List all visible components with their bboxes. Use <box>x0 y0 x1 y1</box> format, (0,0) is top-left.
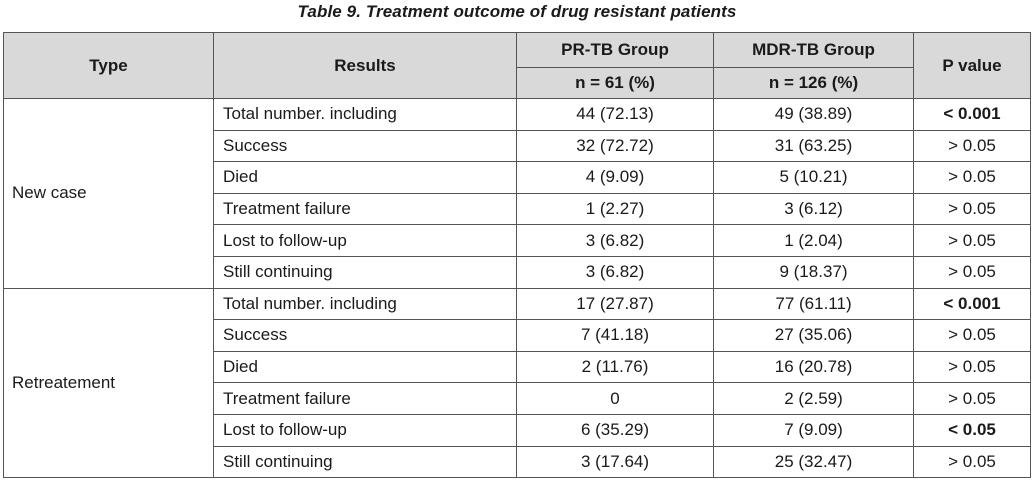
mdr-value-cell: 16 (20.78) <box>713 350 914 384</box>
result-cell: Still continuing <box>213 255 517 289</box>
mdr-value-cell: 77 (61.11) <box>713 287 914 321</box>
header-mdr-n: n = 126 (%) <box>713 67 914 99</box>
table-row: Still continuing 3 (6.82) 9 (18.37) > 0.05 <box>4 255 1031 289</box>
result-cell: Treatment failure <box>213 382 517 415</box>
result-cell: Treatment failure <box>213 192 517 226</box>
pr-value-cell: 7 (41.18) <box>516 319 714 352</box>
p-value-cell: > 0.05 <box>913 129 1031 163</box>
result-cell: Still continuing <box>213 445 517 479</box>
pr-value-cell: 32 (72.72) <box>516 129 714 163</box>
pr-value-cell: 3 (17.64) <box>516 445 714 479</box>
p-value-cell: > 0.05 <box>913 192 1031 226</box>
p-value-cell: > 0.05 <box>913 224 1031 257</box>
mdr-value-cell: 49 (38.89) <box>713 98 914 131</box>
pr-value-cell: 1 (2.27) <box>516 192 714 226</box>
pr-value-cell: 2 (11.76) <box>516 350 714 384</box>
table-row: Success 32 (72.72) 31 (63.25) > 0.05 <box>4 129 1031 163</box>
pr-value-cell: 44 (72.13) <box>516 98 714 131</box>
pr-value-cell: 3 (6.82) <box>516 224 714 257</box>
table-header: Type Results PR-TB Group MDR-TB Group P … <box>3 32 1031 99</box>
result-cell: Success <box>213 129 517 163</box>
result-cell: Total number. including <box>213 98 517 131</box>
pr-value-cell: 0 <box>516 382 714 415</box>
p-value-cell: < 0.001 <box>913 98 1031 131</box>
pr-value-cell: 3 (6.82) <box>516 255 714 289</box>
p-value-cell: < 0.001 <box>913 287 1031 321</box>
outcome-table: Type Results PR-TB Group MDR-TB Group P … <box>3 32 1031 479</box>
result-cell: Died <box>213 350 517 384</box>
group-type-cell: New case <box>3 98 214 289</box>
header-results: Results <box>213 32 517 99</box>
header-pr-group: PR-TB Group <box>516 32 714 68</box>
table-row: Treatment failure 1 (2.27) 3 (6.12) > 0.05 <box>4 192 1031 226</box>
result-cell: Lost to follow-up <box>213 413 517 447</box>
mdr-value-cell: 25 (32.47) <box>713 445 914 479</box>
header-type: Type <box>3 32 214 99</box>
header-mdr-group: MDR-TB Group <box>713 32 914 68</box>
table-row: New case Total number. including 44 (72.13… <box>3 98 1031 289</box>
mdr-value-cell: 7 (9.09) <box>713 413 914 447</box>
mdr-value-cell: 3 (6.12) <box>713 192 914 226</box>
table-row: Treatment failure 0 2 (2.59) > 0.05 <box>4 382 1031 415</box>
result-cell: Success <box>213 319 517 352</box>
table-row: Died 4 (9.09) 5 (10.21) > 0.05 <box>4 161 1031 194</box>
p-value-cell: > 0.05 <box>913 255 1031 289</box>
p-value-cell: > 0.05 <box>913 319 1031 352</box>
p-value-cell: > 0.05 <box>913 350 1031 384</box>
pr-value-cell: 4 (9.09) <box>516 161 714 194</box>
table-row: Died 2 (11.76) 16 (20.78) > 0.05 <box>4 350 1031 384</box>
table-row: Success 7 (41.18) 27 (35.06) > 0.05 <box>4 319 1031 352</box>
mdr-value-cell: 9 (18.37) <box>713 255 914 289</box>
result-cell: Died <box>213 161 517 194</box>
result-cell: Lost to follow-up <box>213 224 517 257</box>
table-body: New case Total number. including 44 (72.13… <box>3 98 1031 479</box>
mdr-value-cell: 2 (2.59) <box>713 382 914 415</box>
p-value-cell: > 0.05 <box>913 161 1031 194</box>
header-p-value: P value <box>913 32 1031 99</box>
group-type-cell: Retreatement <box>3 287 214 479</box>
mdr-value-cell: 1 (2.04) <box>713 224 914 257</box>
result-cell: Total number. including <box>213 287 517 321</box>
mdr-value-cell: 27 (35.06) <box>713 319 914 352</box>
p-value-cell: > 0.05 <box>913 445 1031 479</box>
table-caption: Table 9. Treatment outcome of drug resis… <box>297 2 737 21</box>
mdr-value-cell: 5 (10.21) <box>713 161 914 194</box>
pr-value-cell: 17 (27.87) <box>516 287 714 321</box>
header-pr-n: n = 61 (%) <box>516 67 714 99</box>
p-value-cell: < 0.05 <box>913 413 1031 447</box>
table-row: Retreatement Total number. including 17 (2… <box>3 287 1031 479</box>
mdr-value-cell: 31 (63.25) <box>713 129 914 163</box>
pr-value-cell: 6 (35.29) <box>516 413 714 447</box>
table-row: Still continuing 3 (17.64) 25 (32.47) > 0.0… <box>4 445 1031 479</box>
p-value-cell: > 0.05 <box>913 382 1031 415</box>
table-row: Lost to follow-up 3 (6.82) 1 (2.04) > 0.05 <box>4 224 1031 257</box>
